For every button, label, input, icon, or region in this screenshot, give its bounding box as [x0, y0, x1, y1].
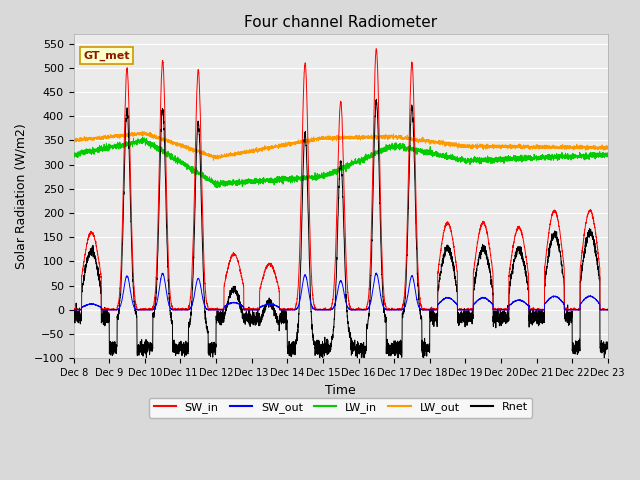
Legend: SW_in, SW_out, LW_in, LW_out, Rnet: SW_in, SW_out, LW_in, LW_out, Rnet [149, 398, 532, 418]
Title: Four channel Radiometer: Four channel Radiometer [244, 15, 437, 30]
SW_out [491, 307, 499, 312]
SW_in [372, 46, 380, 51]
LW_in [604, 153, 612, 158]
LW_out [604, 146, 611, 152]
SW_out [604, 307, 612, 312]
Rnet [372, 96, 380, 102]
SW_out [431, 307, 438, 312]
Rnet [461, 306, 468, 312]
LW_in [139, 134, 147, 140]
Text: GT_met: GT_met [83, 50, 130, 60]
SW_in [166, 286, 173, 292]
LW_in [321, 172, 329, 178]
SW_in [321, 306, 328, 312]
SW_in [70, 307, 77, 312]
Line: LW_out: LW_out [74, 132, 608, 160]
SW_in [70, 307, 77, 312]
SW_in [604, 306, 611, 312]
Line: Rnet: Rnet [74, 99, 608, 363]
Rnet [431, 317, 438, 323]
Rnet [604, 339, 612, 345]
Line: LW_in: LW_in [74, 137, 608, 188]
SW_in [461, 307, 468, 312]
Rnet [491, 316, 499, 322]
LW_in [166, 151, 173, 157]
Rnet [319, 360, 326, 366]
Line: SW_in: SW_in [74, 48, 608, 310]
Y-axis label: Solar Radiation (W/m2): Solar Radiation (W/m2) [15, 123, 28, 269]
Rnet [70, 312, 77, 318]
LW_out [461, 143, 468, 149]
LW_out [209, 157, 217, 163]
LW_in [70, 151, 77, 156]
LW_out [431, 140, 438, 146]
Line: SW_out: SW_out [74, 273, 608, 310]
LW_out [70, 136, 77, 142]
SW_in [491, 307, 499, 312]
LW_out [166, 138, 173, 144]
Rnet [166, 303, 173, 309]
SW_out [321, 307, 328, 312]
LW_in [491, 156, 499, 161]
SW_in [431, 306, 438, 312]
SW_out [460, 307, 468, 312]
X-axis label: Time: Time [325, 384, 356, 396]
LW_in [431, 152, 438, 158]
LW_out [139, 129, 147, 134]
SW_out [70, 307, 77, 312]
LW_in [461, 156, 468, 162]
LW_out [604, 146, 612, 152]
SW_out [372, 270, 380, 276]
LW_in [213, 185, 221, 191]
LW_out [321, 135, 329, 141]
SW_in [604, 307, 612, 312]
LW_in [604, 153, 611, 159]
SW_out [604, 307, 611, 312]
Rnet [604, 345, 611, 351]
SW_out [166, 303, 173, 309]
Rnet [321, 346, 328, 352]
LW_out [491, 144, 499, 149]
